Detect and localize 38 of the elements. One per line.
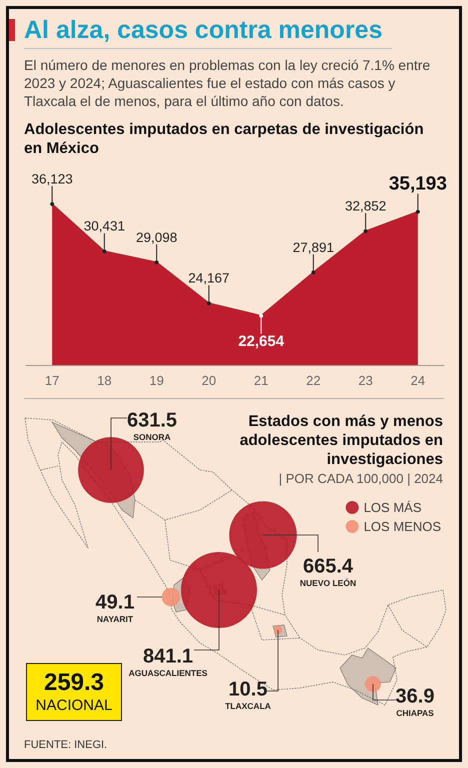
data-label: 27,891 [292, 240, 334, 255]
data-label: 631.5 [126, 410, 178, 432]
chart-title: Adolescentes imputados en carpetas de investigación en México [24, 120, 425, 158]
x-tick-label: 20 [202, 373, 216, 388]
x-tick-label: 21 [254, 373, 268, 388]
category-label: AGUASCALIENTES [128, 668, 208, 678]
text: 259.3 [42, 669, 106, 696]
text: | POR CADA 100,000 | 2024 [278, 470, 443, 487]
text: NACIONAL [34, 697, 114, 715]
x-tick-label: 18 [97, 373, 112, 388]
text: Estados con más y menos adolescentes imputados en investigaciones [238, 412, 443, 469]
data-label: 665.4 [302, 556, 354, 578]
text: El número de menores en problemas con la ley creció 7.1% entre 2023 y 2024; Aguascalientes fue el estado con más casos y Tlaxcala el de menos, para el último año con datos. [24, 56, 432, 110]
data-label: 36,123 [31, 172, 73, 186]
category-label: TLAXCALA [225, 701, 271, 711]
legend-label: LOS MÁS [364, 500, 422, 515]
x-tick-label: 19 [149, 373, 164, 388]
category-label: SONORA [133, 432, 171, 442]
legend-label: LOS MENOS [364, 519, 442, 534]
data-label: 29,098 [136, 230, 178, 245]
category-label: CHIAPAS [396, 708, 434, 718]
data-label: 49.1 [96, 592, 134, 614]
x-tick-label: 22 [306, 373, 321, 388]
data-label: 22,654 [238, 332, 285, 350]
x-tick-label: 17 [44, 373, 60, 388]
data-label: 36.9 [396, 686, 434, 708]
category-label: NUEVO LEÓN [300, 578, 356, 588]
data-label: 32,852 [344, 198, 386, 214]
data-label: 30,431 [84, 218, 126, 234]
data-label: 24,167 [188, 270, 230, 286]
category-label: NAYARIT [96, 614, 134, 624]
x-tick-label: 23 [358, 373, 373, 388]
data-label: 841.1 [142, 646, 194, 668]
text: Al alza, casos contra menores [24, 15, 382, 45]
data-label: 10.5 [228, 678, 268, 700]
data-label: 35,193 [388, 174, 447, 195]
source-note: FUENTE: INEGI. [24, 739, 108, 751]
x-tick-label: 24 [410, 373, 426, 388]
